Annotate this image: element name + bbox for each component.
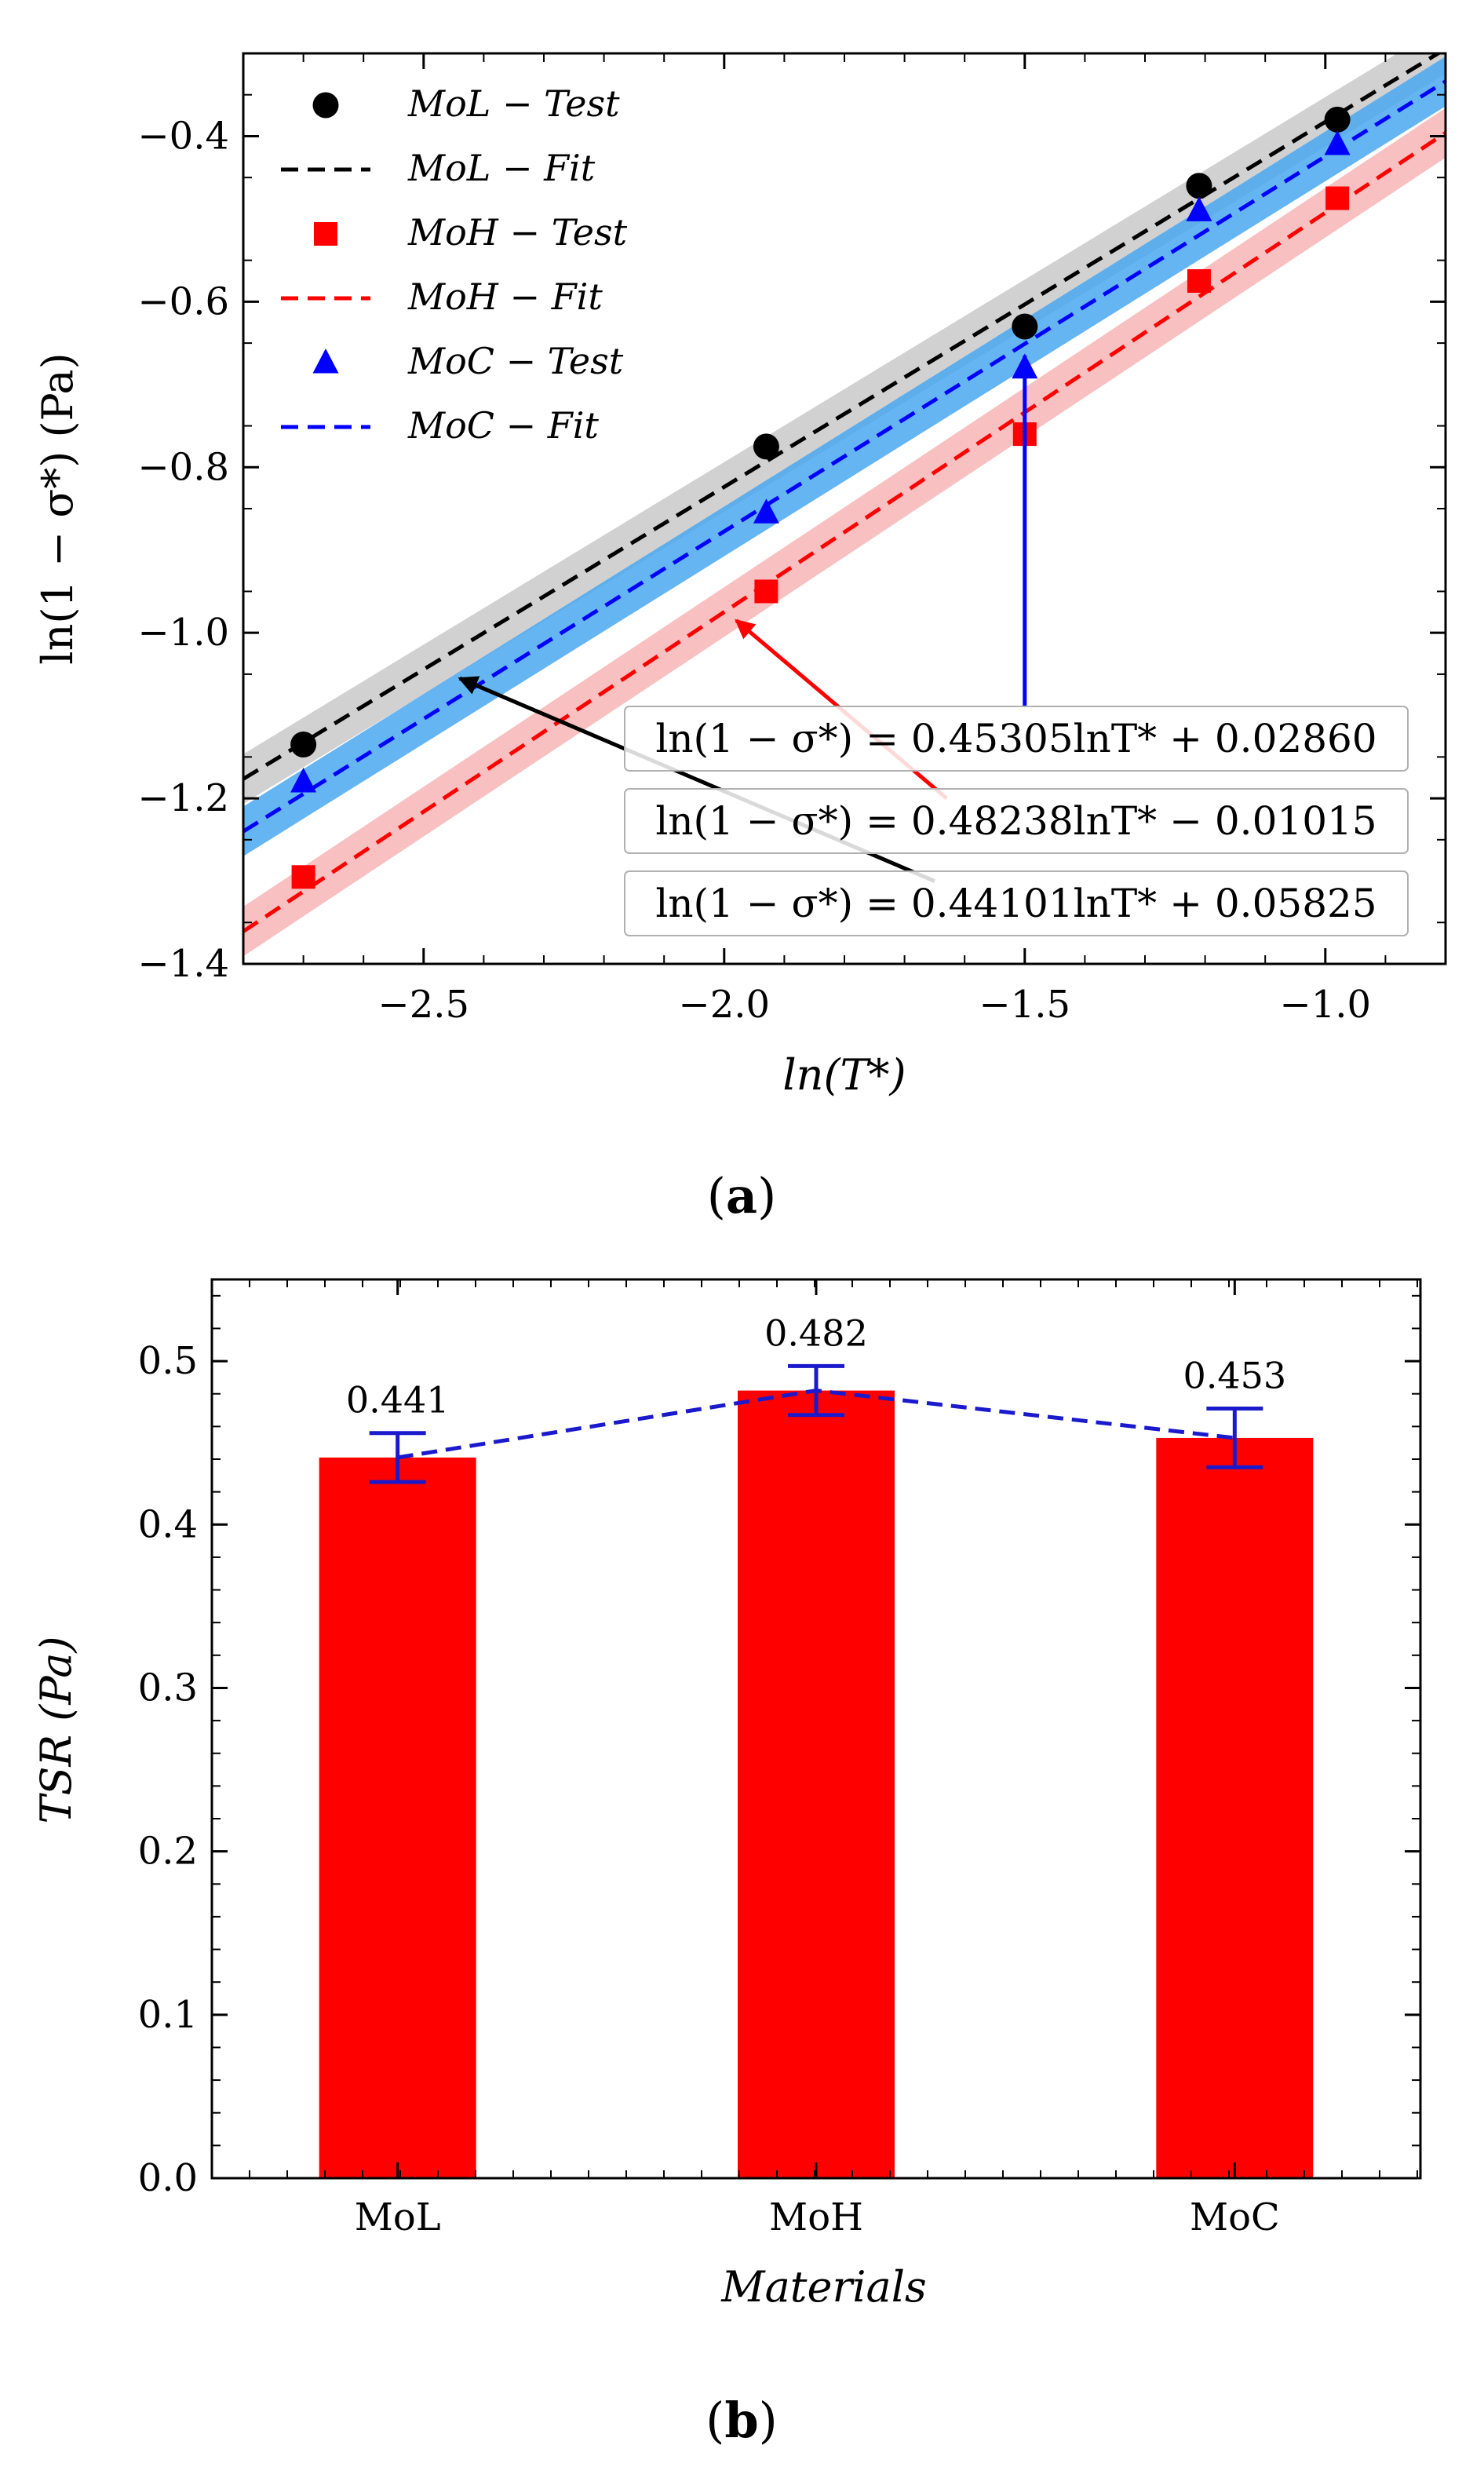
panel-a-caption: (a) bbox=[707, 1167, 777, 1224]
bar-value-label: 0.441 bbox=[346, 1379, 450, 1421]
x-tick-label: −1.0 bbox=[1280, 983, 1372, 1027]
bar-mol bbox=[319, 1457, 476, 2178]
equation-text-moc: ln(1 − σ*) = 0.45305lnT* + 0.02860 bbox=[655, 716, 1376, 761]
legend-marker-moh bbox=[314, 222, 337, 246]
data-point-mol-5 bbox=[1324, 106, 1351, 133]
fit-line-moc bbox=[243, 79, 1446, 834]
x-tick-label: −2.0 bbox=[679, 983, 771, 1027]
y-tick-label: −1.2 bbox=[137, 776, 229, 820]
data-point-moh-2 bbox=[754, 579, 778, 604]
legend-label-mol-test: MoL − Test bbox=[407, 82, 620, 125]
panel-b-y-axis-title: TSR (Pa) bbox=[31, 1636, 81, 1823]
bar-moh bbox=[738, 1390, 895, 2178]
data-point-moc-4 bbox=[1186, 196, 1212, 221]
y-tick-label: 0.1 bbox=[138, 1993, 198, 2037]
equation-box-mol bbox=[624, 870, 1409, 936]
fit-line-mol bbox=[243, 53, 1442, 781]
legend-label-mol-fit: MoL − Fit bbox=[407, 147, 596, 189]
y-tick-label: 0.4 bbox=[138, 1502, 198, 1546]
panel-b-bar-chart: 0.441 0.482 0.453 0.0 0.1 0.2 0.3 0.4 0.5 MoL MoH… bbox=[31, 1278, 1422, 2449]
legend-marker-mol bbox=[312, 92, 339, 119]
equation-box-moc bbox=[624, 706, 1409, 772]
x-tick-label-moh: MoH bbox=[769, 2195, 863, 2239]
confidence-band-mol bbox=[243, 53, 1446, 805]
data-point-mol-4 bbox=[1186, 173, 1212, 199]
data-point-mol-1 bbox=[290, 732, 317, 758]
x-tick-label: −2.5 bbox=[378, 983, 470, 1027]
panel-b-caption: (b) bbox=[706, 2392, 778, 2449]
data-point-moh-5 bbox=[1325, 186, 1350, 210]
panel-a-scatter-chart: ln(1 − σ*) = 0.45305lnT* + 0.02860 ln(1 −… bbox=[33, 52, 1447, 1224]
panel-a-y-axis-title: ln(1 − σ*) (Pa) bbox=[33, 352, 82, 664]
data-point-moh-1 bbox=[291, 865, 315, 889]
data-point-moc-2 bbox=[753, 498, 779, 524]
fit-line-moh bbox=[243, 131, 1446, 933]
y-tick-label: 0.2 bbox=[138, 1830, 198, 1874]
legend-label-moh-test: MoH − Test bbox=[407, 211, 628, 254]
y-tick-label: −0.8 bbox=[137, 445, 229, 489]
equation-text-mol: ln(1 − σ*) = 0.44101lnT* + 0.05825 bbox=[655, 881, 1376, 926]
legend-label-moc-test: MoC − Test bbox=[407, 340, 624, 382]
data-point-moc-1 bbox=[290, 768, 317, 793]
panel-b-x-axis-title: Materials bbox=[720, 2262, 926, 2312]
y-tick-label: −0.6 bbox=[137, 279, 229, 323]
legend-label-moc-fit: MoC − Fit bbox=[407, 404, 599, 447]
y-tick-label: −1.0 bbox=[137, 611, 229, 655]
legend-label-moh-fit: MoH − Fit bbox=[407, 276, 603, 318]
data-point-moc-5 bbox=[1324, 130, 1351, 155]
data-point-mol-2 bbox=[753, 433, 779, 460]
y-tick-label: −0.4 bbox=[137, 114, 229, 158]
equation-text-moh: ln(1 − σ*) = 0.48238lnT* − 0.01015 bbox=[655, 798, 1376, 844]
x-tick-label-mol: MoL bbox=[355, 2195, 441, 2239]
y-tick-label: 0.3 bbox=[138, 1666, 198, 1710]
legend-marker-moc bbox=[312, 349, 339, 374]
data-point-mol-3 bbox=[1012, 313, 1038, 340]
y-tick-label: 0.5 bbox=[138, 1339, 198, 1383]
x-tick-label-moc: MoC bbox=[1190, 2195, 1280, 2239]
x-tick-label: −1.5 bbox=[979, 983, 1071, 1027]
bar-value-label: 0.482 bbox=[764, 1312, 868, 1354]
data-point-moh-4 bbox=[1187, 269, 1211, 293]
bar-value-label: 0.453 bbox=[1183, 1354, 1286, 1396]
bar-moc bbox=[1156, 1437, 1314, 2178]
panel-a-x-axis-title: ln(T*) bbox=[782, 1050, 906, 1100]
y-tick-label: −1.4 bbox=[137, 942, 229, 986]
equation-box-moh bbox=[624, 788, 1409, 854]
y-tick-label: 0.0 bbox=[138, 2156, 198, 2200]
